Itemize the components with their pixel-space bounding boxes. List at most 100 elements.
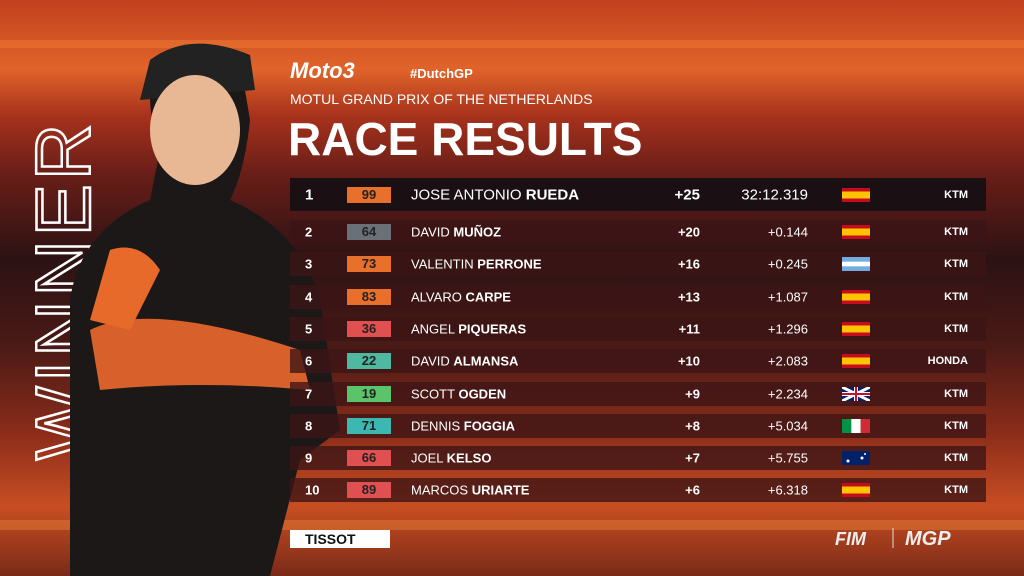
flag — [842, 257, 870, 272]
sponsor-box — [290, 530, 390, 548]
position: 9 — [305, 450, 313, 466]
time: +2.083 — [767, 353, 808, 369]
last-name: CARPE — [465, 289, 511, 305]
flag-wrap — [842, 418, 870, 433]
flag — [842, 354, 870, 369]
rider-number: 73 — [347, 256, 391, 273]
first-name: ANGEL — [411, 321, 455, 337]
flag-wrap — [841, 385, 871, 402]
stripe — [0, 40, 1024, 48]
flag — [841, 385, 871, 402]
flag — [842, 483, 870, 498]
flag-wrap — [842, 483, 870, 498]
logo: Moto3 — [290, 58, 355, 83]
points: +7 — [685, 450, 700, 466]
result-row: 5 36 ANGEL PIQUERAS +11 +1.296 KTM — [290, 316, 986, 341]
rider-name: ALVARO CARPE — [411, 289, 511, 304]
first-name: DENNIS — [411, 418, 461, 434]
team: KTM — [944, 387, 968, 400]
rider-name: DAVID ALMANSA — [411, 354, 518, 369]
position: 8 — [305, 418, 313, 434]
result-row: 3 73 VALENTIN PERRONE +16 +0.245 KTM — [290, 252, 986, 277]
position: 6 — [305, 353, 313, 369]
last-name: PIQUERAS — [458, 321, 527, 337]
result-row: 7 19 SCOTT OGDEN +9 +2.234 KTM — [290, 381, 986, 406]
first-name: SCOTT — [411, 386, 455, 401]
rider-name: VALENTIN PERRONE — [411, 257, 542, 272]
rider-number: 71 — [347, 417, 391, 434]
rider-name: JOSE ANTONIO RUEDA — [411, 186, 579, 203]
last-name: URIARTE — [471, 482, 530, 498]
points: +13 — [677, 289, 700, 305]
points: +6 — [685, 482, 700, 498]
flag-wrap — [842, 187, 870, 202]
rider-number: 83 — [347, 288, 391, 305]
team: KTM — [944, 484, 968, 497]
last-name: ALMANSA — [453, 353, 519, 369]
last-name: MUÑOZ — [453, 224, 502, 240]
stripe — [0, 520, 1024, 530]
result-row: 9 66 JOEL KELSO +7 +5.755 KTM — [290, 446, 986, 471]
first-name: JOSE ANTONIO — [411, 186, 522, 203]
position: 4 — [305, 289, 313, 305]
event-name: MOTUL GRAND PRIX OF THE NETHERLANDS — [290, 91, 593, 107]
rider-name: MARCOS URIARTE — [411, 483, 529, 498]
rider-name: SCOTT OGDEN — [411, 386, 506, 401]
rider — [70, 43, 340, 576]
rider-name: DENNIS FOGGIA — [411, 418, 515, 433]
result-row: 10 89 MARCOS URIARTE +6 +6.318 KTM — [290, 478, 986, 503]
flag — [842, 187, 870, 202]
position: 1 — [305, 186, 314, 203]
time: +0.144 — [767, 224, 808, 240]
first-name: VALENTIN — [411, 256, 474, 272]
points: +9 — [685, 386, 700, 401]
first-name: JOEL — [411, 450, 444, 466]
mgp-logo: MGP — [905, 528, 951, 550]
rider-number: 22 — [347, 353, 391, 370]
position: 10 — [305, 482, 320, 498]
sponsor: TISSOT — [305, 531, 356, 547]
last-name: PERRONE — [477, 256, 542, 272]
flag-wrap — [842, 257, 870, 272]
rider-number: 66 — [347, 450, 391, 467]
flag-wrap — [842, 225, 870, 239]
flag-wrap — [842, 321, 870, 336]
time: +1.087 — [767, 289, 808, 305]
rider-number: 36 — [347, 320, 391, 337]
flag — [842, 451, 870, 466]
hashtag: #DutchGP — [410, 66, 473, 81]
team: KTM — [944, 452, 968, 465]
last-name: OGDEN — [458, 386, 507, 401]
first-name: DAVID — [411, 224, 450, 240]
time: +5.755 — [767, 450, 808, 466]
first-name: DAVID — [411, 353, 450, 369]
points: +11 — [678, 321, 700, 337]
position: 7 — [305, 386, 313, 401]
points: +10 — [677, 353, 700, 369]
first-name: ALVARO — [411, 289, 462, 305]
team: KTM — [944, 322, 968, 335]
points: +20 — [677, 224, 700, 240]
team: KTM — [944, 226, 968, 238]
flag — [842, 321, 870, 336]
time: +0.245 — [767, 256, 808, 272]
result-row: 8 71 DENNIS FOGGIA +8 +5.034 KTM — [290, 413, 986, 438]
team: KTM — [944, 258, 968, 271]
team: KTM — [944, 188, 968, 201]
position: 3 — [305, 256, 313, 272]
time: +6.318 — [767, 482, 808, 498]
last-name: KELSO — [446, 450, 492, 466]
time: +1.296 — [767, 321, 808, 337]
result-row: 1 99 JOSE ANTONIO RUEDA +25 32:12.319 KTM — [290, 178, 986, 211]
flag — [842, 418, 870, 433]
rider-number: 64 — [347, 224, 391, 240]
last-name: FOGGIA — [463, 418, 516, 434]
rider-name: JOEL KELSO — [411, 451, 491, 466]
position: 2 — [305, 224, 313, 240]
team: KTM — [944, 419, 968, 432]
result-row: 6 22 DAVID ALMANSA +10 +2.083 HONDA — [290, 349, 986, 374]
time: 32:12.319 — [741, 186, 808, 203]
rider-name: ANGEL PIQUERAS — [411, 321, 526, 336]
